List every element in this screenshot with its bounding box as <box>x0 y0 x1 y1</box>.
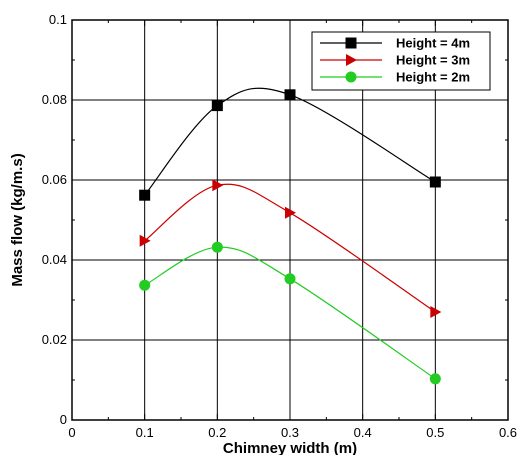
data-point <box>211 241 223 253</box>
x-tick-label: 0.6 <box>499 425 517 440</box>
y-tick-label: 0.06 <box>42 172 67 187</box>
data-point <box>429 373 441 385</box>
y-axis-title: Mass flow (kg/m.s) <box>9 153 26 286</box>
x-tick-label: 0 <box>68 425 75 440</box>
x-tick-label: 0.5 <box>426 425 444 440</box>
data-point <box>139 234 151 247</box>
legend-label: Height = 3m <box>396 53 470 68</box>
legend-marker <box>345 71 357 83</box>
data-point <box>139 189 151 201</box>
series-line <box>144 87 436 196</box>
y-tick-label: 0 <box>60 412 67 427</box>
legend: Height = 4m Height = 3m Height = 2m <box>311 31 491 91</box>
x-tick-label: 0.1 <box>136 425 154 440</box>
series <box>139 179 442 318</box>
legend-label: Height = 2m <box>396 70 470 85</box>
data-point <box>285 206 296 219</box>
data-point <box>430 306 442 318</box>
data-point <box>284 273 296 285</box>
y-tick-label: 0.02 <box>42 332 67 347</box>
series-line <box>144 183 436 313</box>
x-tick-label: 0.3 <box>281 425 299 440</box>
x-tick-label: 0.2 <box>208 425 226 440</box>
series <box>139 241 441 385</box>
y-tick-label: 0.08 <box>42 92 67 107</box>
series-layer <box>139 87 442 385</box>
data-point <box>429 176 441 188</box>
axis-ticks: 0 0.1 0.2 0.3 0.4 0.5 0.6 0 0.02 0.04 0.06 0.08 0.1 <box>42 12 517 440</box>
legend-label: Height = 4m <box>396 36 470 51</box>
y-tick-label: 0.04 <box>42 252 67 267</box>
legend-marker <box>345 37 357 49</box>
x-tick-label: 0.4 <box>354 425 372 440</box>
legend-box <box>311 31 491 91</box>
data-point <box>212 179 224 192</box>
legend-marker <box>346 54 357 66</box>
data-point <box>211 100 223 112</box>
y-tick-label: 0.1 <box>49 12 67 27</box>
x-axis-title: Chimney width (m) <box>223 440 357 455</box>
data-point <box>284 89 296 101</box>
series <box>139 87 441 201</box>
data-point <box>139 279 151 291</box>
series-line <box>144 246 436 380</box>
